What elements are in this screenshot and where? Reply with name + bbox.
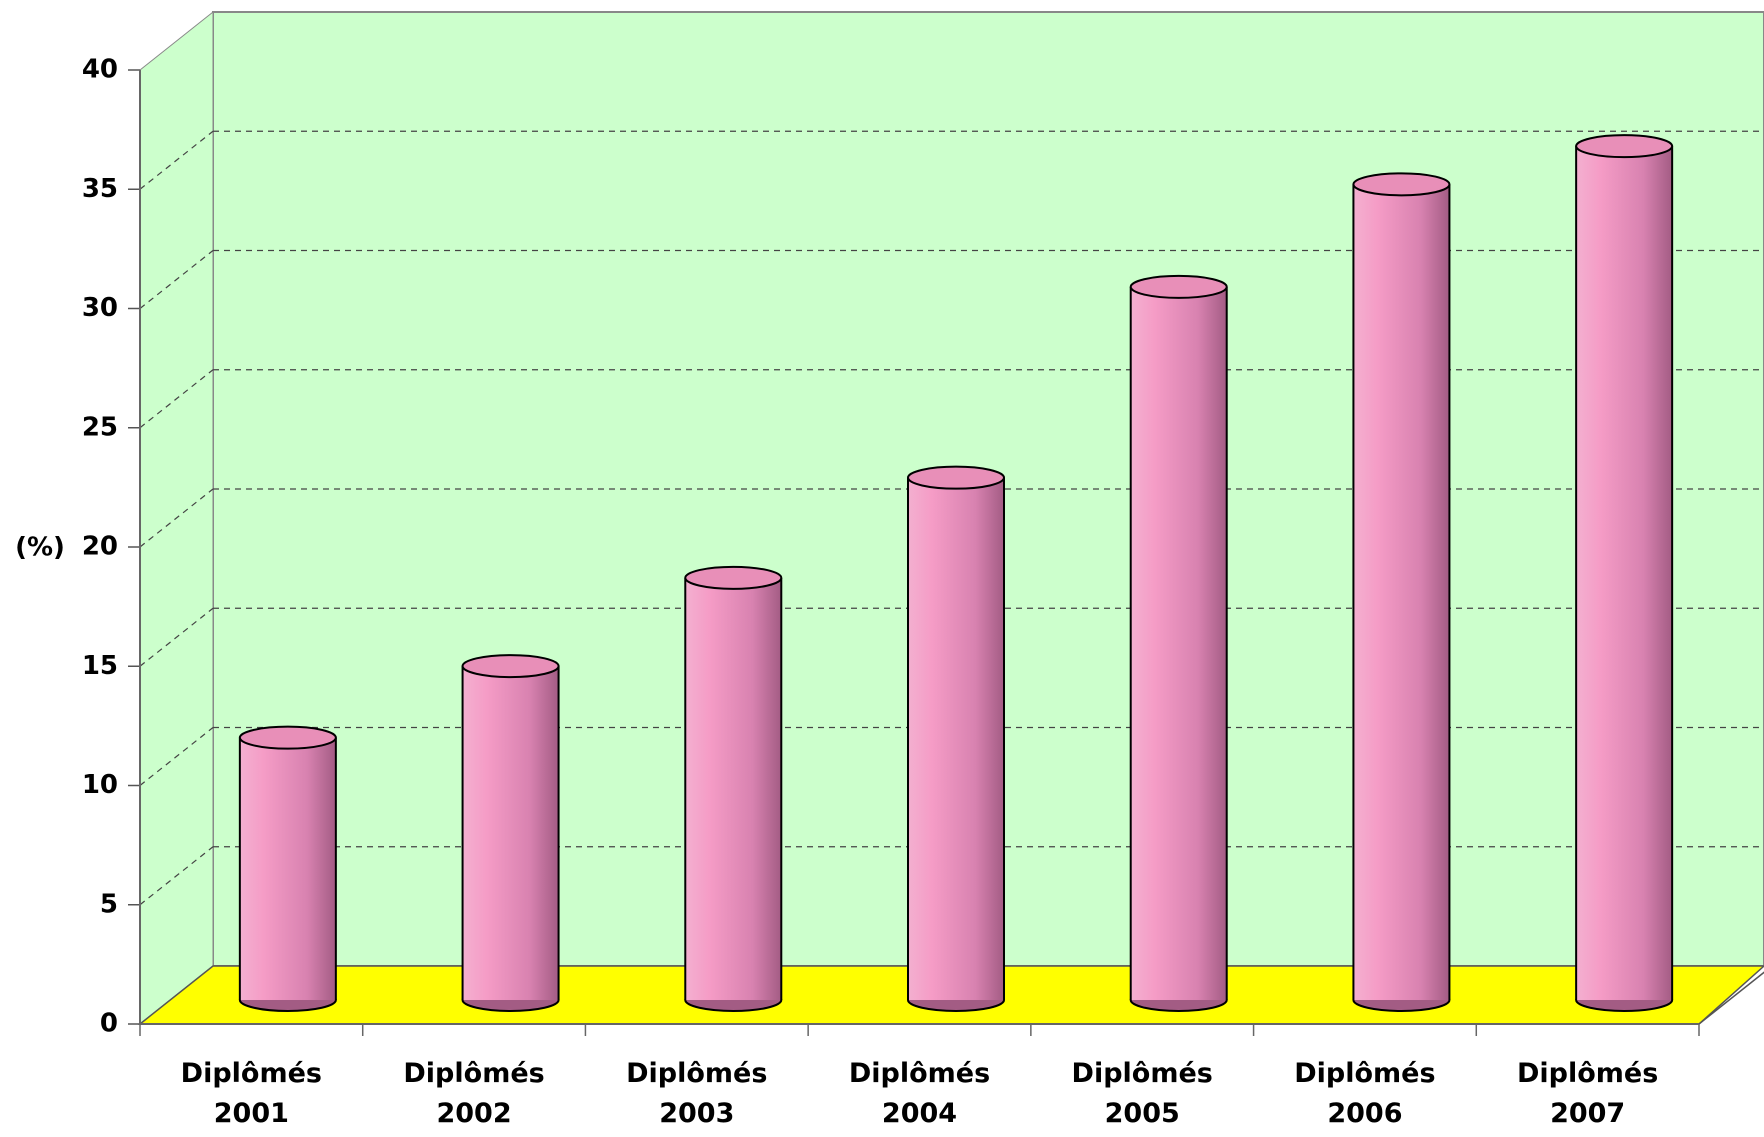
floor-edge xyxy=(1698,971,1764,1025)
bar xyxy=(907,465,1005,1012)
bar-body xyxy=(908,477,1004,1000)
bar xyxy=(238,725,337,1012)
bar-top xyxy=(907,465,1005,490)
grid-line-side xyxy=(139,130,214,190)
grid-line-side xyxy=(139,607,214,667)
y-tick-label: 15 xyxy=(82,651,118,681)
y-tick-label: 20 xyxy=(82,532,118,562)
y-tick-label: 25 xyxy=(82,412,118,442)
grid-line-side xyxy=(139,369,214,429)
grid-line-side xyxy=(139,846,214,906)
y-axis-label: (%) xyxy=(15,533,65,563)
bar-top xyxy=(1352,172,1451,197)
x-tick-label: Diplômés 2002 xyxy=(403,1058,545,1129)
grid-line-side xyxy=(139,488,214,548)
x-tick-label: Diplômés 2006 xyxy=(1294,1058,1436,1129)
bar xyxy=(684,565,783,1012)
bar xyxy=(1575,134,1674,1012)
bar-body xyxy=(1576,146,1673,1001)
x-tick-label: Diplômés 2004 xyxy=(848,1058,991,1129)
bar-body xyxy=(1353,184,1450,1000)
x-tick-label: Diplômés 2001 xyxy=(180,1058,322,1129)
x-tick-label: Diplômés 2003 xyxy=(626,1058,768,1129)
bar-body xyxy=(239,737,336,1000)
bar-body xyxy=(462,666,559,1000)
y-tick-label: 30 xyxy=(82,293,118,323)
bar xyxy=(461,654,560,1012)
grid-line-side xyxy=(139,250,214,309)
y-tick-label: 40 xyxy=(82,55,118,85)
bar-top xyxy=(1129,274,1228,299)
bar xyxy=(1129,274,1228,1012)
x-tick-label: Diplômés 2005 xyxy=(1071,1058,1213,1129)
bar-top xyxy=(1575,134,1674,159)
y-tick-label: 35 xyxy=(82,174,118,204)
bar-top xyxy=(461,654,560,679)
grid-line-side xyxy=(139,727,214,786)
bar-top xyxy=(684,565,783,590)
bar-body xyxy=(1130,286,1227,1000)
y-tick-label: 0 xyxy=(100,1009,118,1039)
y-tick-label: 5 xyxy=(100,889,118,919)
y-tick-label: 10 xyxy=(82,770,118,800)
x-tick-label: Diplômés 2007 xyxy=(1516,1058,1659,1129)
bar-body xyxy=(685,577,782,1000)
bar-top xyxy=(238,725,337,750)
bar xyxy=(1352,172,1451,1012)
